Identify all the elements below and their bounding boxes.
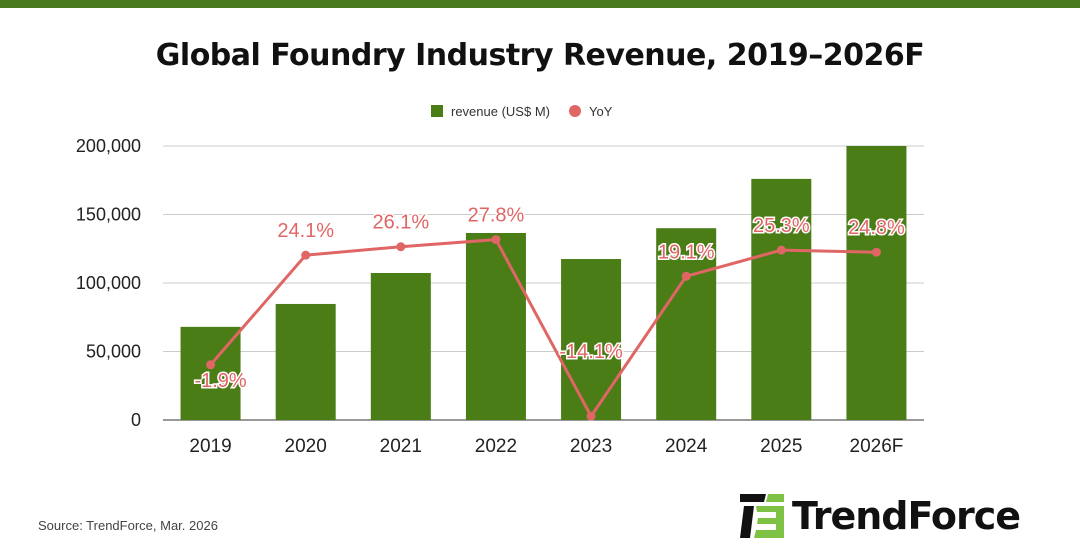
chart-title: Global Foundry Industry Revenue, 2019–20… bbox=[155, 38, 925, 73]
bar-2022 bbox=[465, 232, 526, 420]
yoy-data-label: 26.1% bbox=[372, 212, 429, 234]
bar-2020 bbox=[275, 303, 336, 420]
x-tick-label: 2024 bbox=[665, 436, 708, 457]
yoy-data-label: 24.1% bbox=[277, 220, 334, 242]
trendforce-logo: TrendForce bbox=[738, 494, 1021, 538]
y-tick-label: 200,000 bbox=[76, 136, 141, 156]
logo-text: TrendForce bbox=[792, 494, 1021, 538]
legend-swatch-yoy bbox=[569, 105, 581, 117]
yoy-data-label: -14.1% bbox=[559, 341, 623, 363]
y-tick-label: 50,000 bbox=[86, 342, 141, 362]
yoy-point-2024 bbox=[681, 271, 691, 281]
bar-2024 bbox=[656, 228, 717, 420]
x-tick-label: 2026F bbox=[850, 436, 904, 457]
x-tick-label: 2019 bbox=[189, 436, 231, 457]
yoy-data-label: 27.8% bbox=[468, 205, 525, 227]
yoy-point-2020 bbox=[301, 250, 311, 260]
x-tick-label: 2020 bbox=[285, 436, 327, 457]
bar-2026F bbox=[846, 146, 907, 420]
yoy-line bbox=[209, 238, 877, 420]
y-tick-label: 150,000 bbox=[76, 205, 141, 225]
x-tick-label: 2022 bbox=[475, 436, 517, 457]
x-tick-label: 2025 bbox=[760, 436, 802, 457]
yoy-point-2025 bbox=[776, 245, 786, 255]
legend-label-revenue: revenue (US$ M) bbox=[451, 104, 550, 119]
y-tick-label: 100,000 bbox=[76, 273, 141, 293]
bar-2021 bbox=[370, 272, 431, 420]
yoy-point-2021 bbox=[396, 242, 406, 252]
yoy-point-2023 bbox=[586, 411, 596, 421]
source-note: Source: TrendForce, Mar. 2026 bbox=[38, 518, 218, 533]
bar-2023 bbox=[561, 259, 622, 420]
top-accent-bar bbox=[0, 0, 1080, 8]
y-tick-label: 0 bbox=[131, 410, 141, 430]
logo-mark-icon bbox=[740, 494, 784, 538]
yoy-data-label: -1.9% bbox=[194, 370, 246, 392]
legend-label-yoy: YoY bbox=[589, 104, 613, 119]
x-tick-label: 2023 bbox=[570, 436, 612, 457]
yoy-point-2019 bbox=[206, 360, 216, 370]
yoy-point-2026F bbox=[871, 247, 881, 257]
legend-swatch-revenue bbox=[431, 105, 443, 117]
yoy-data-label: 24.8% bbox=[848, 217, 905, 239]
yoy-data-label: 25.3% bbox=[753, 215, 810, 237]
yoy-data-label: 19.1% bbox=[658, 241, 715, 263]
bar-2025 bbox=[751, 178, 812, 420]
x-tick-label: 2021 bbox=[380, 436, 422, 457]
yoy-point-2022 bbox=[491, 235, 501, 245]
